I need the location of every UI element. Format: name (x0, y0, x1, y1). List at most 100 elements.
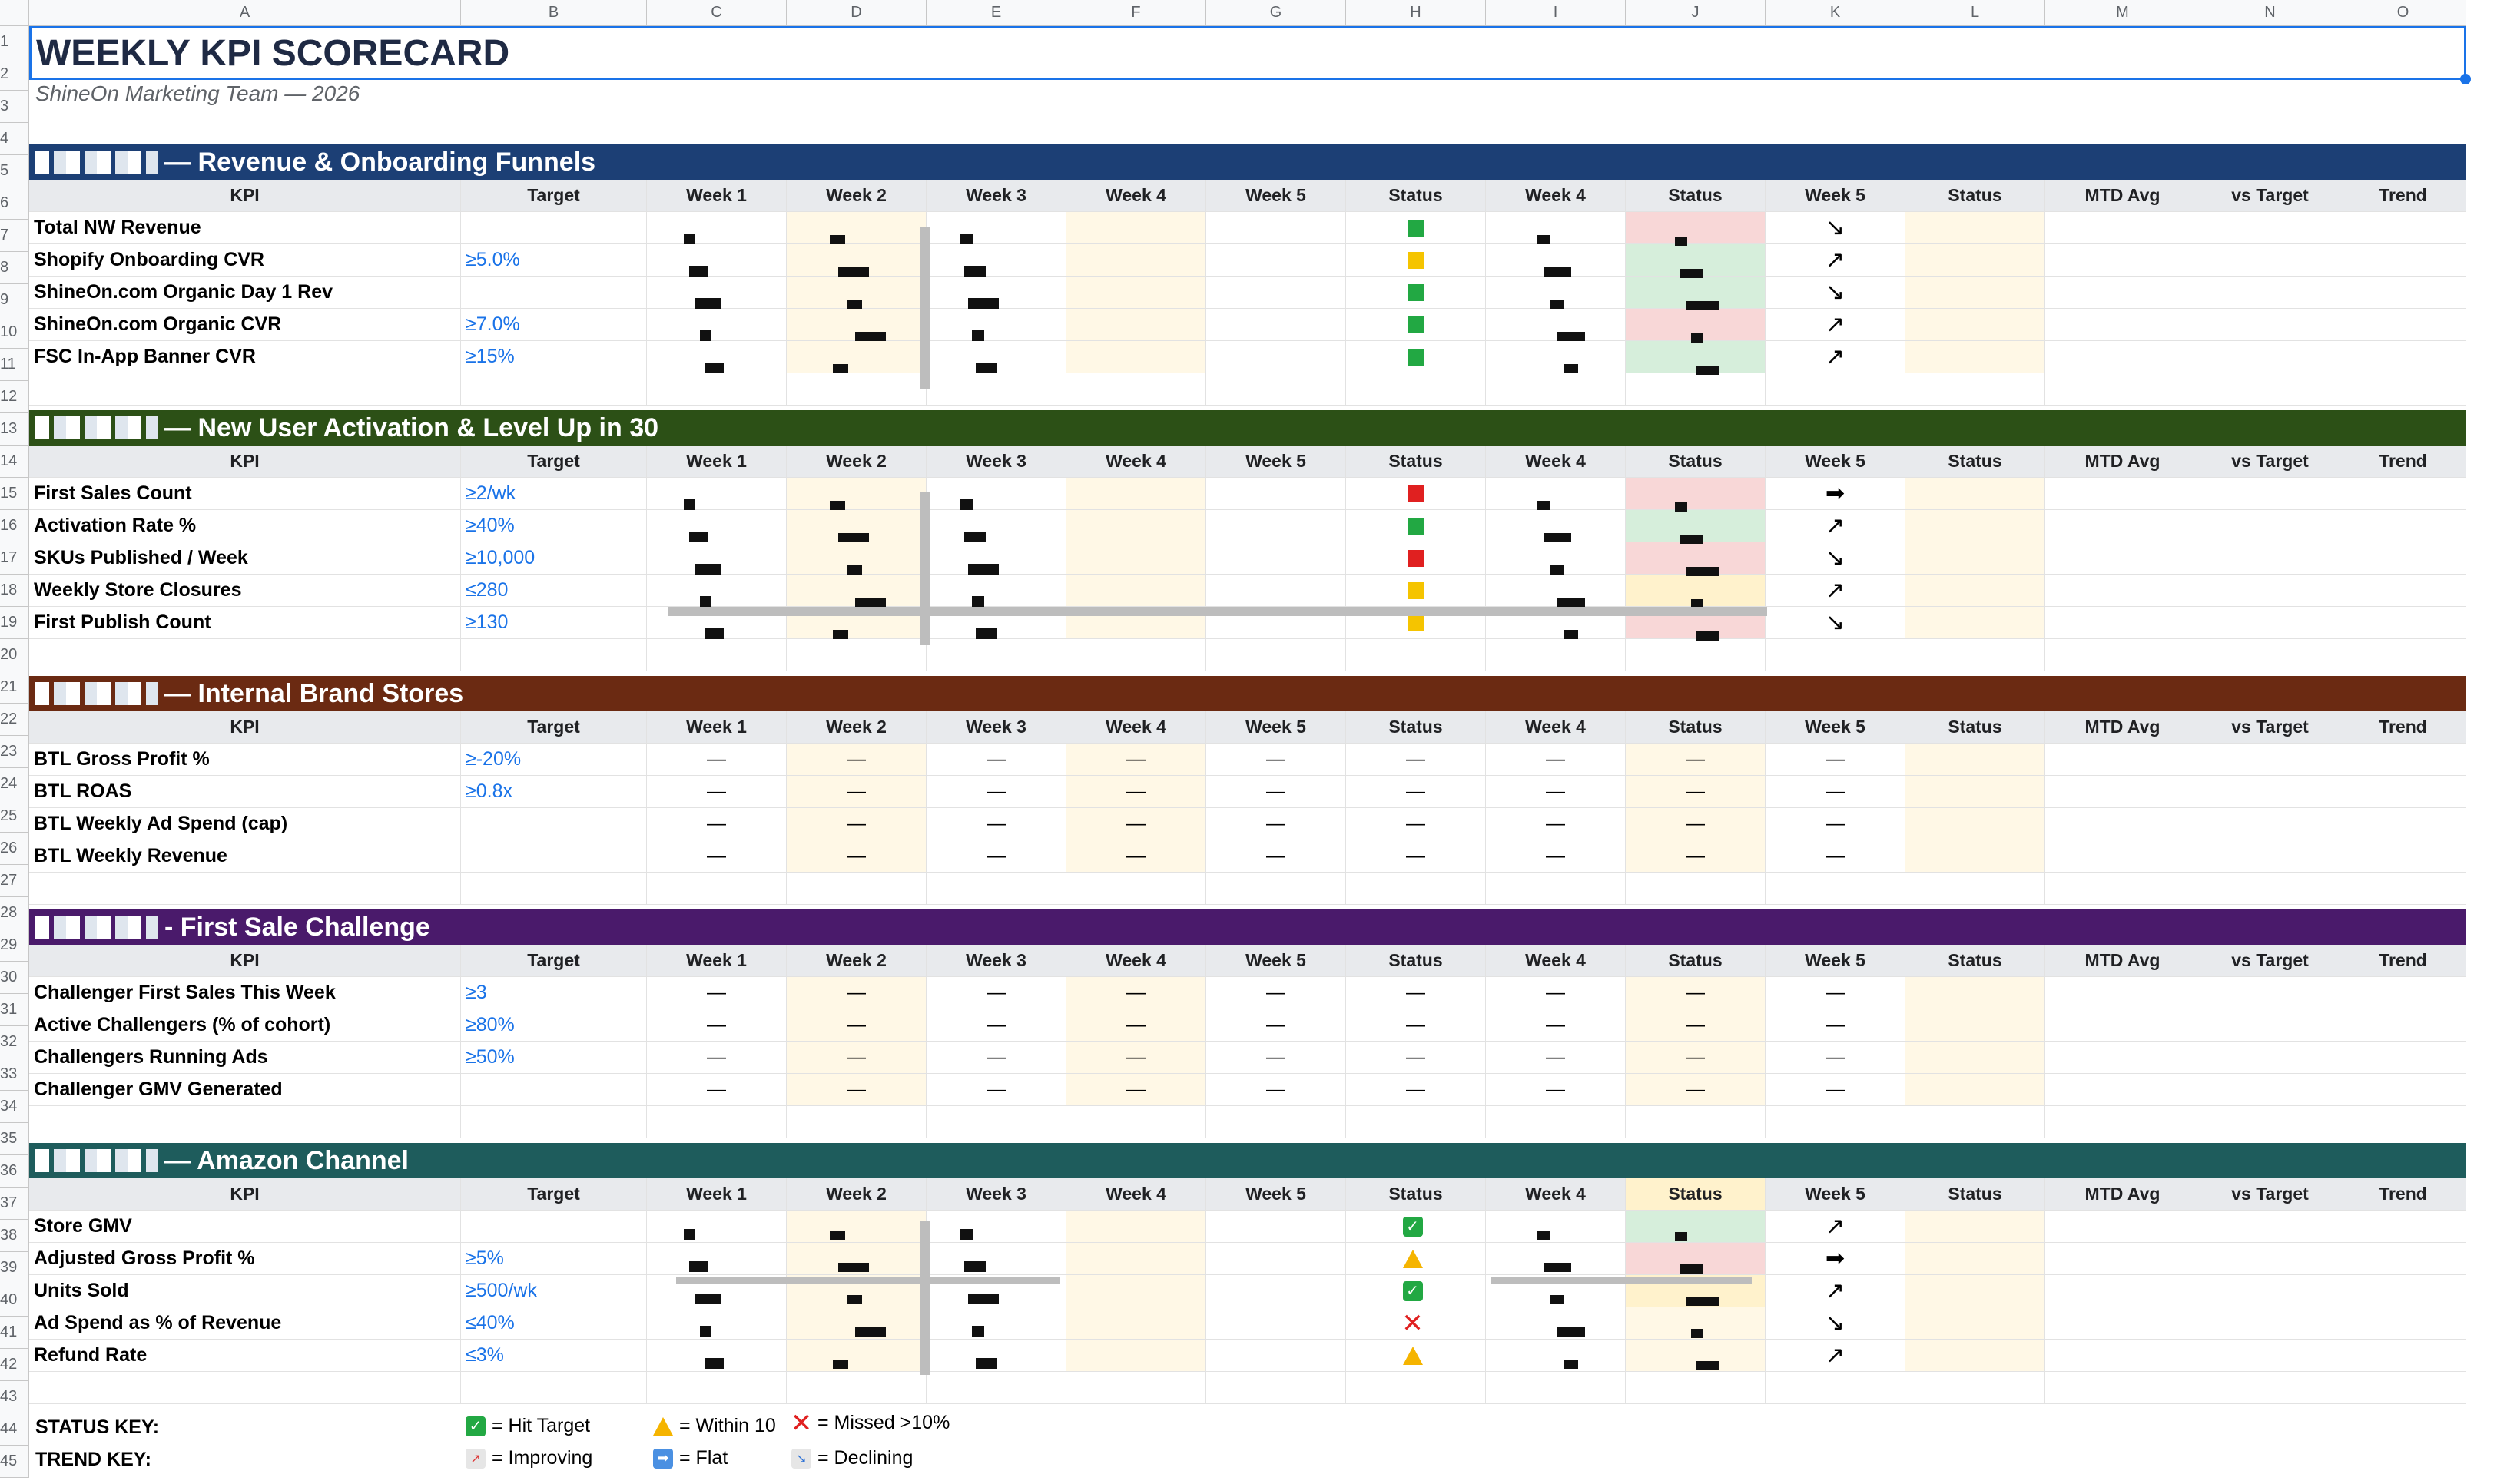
data-cell[interactable]: — (1066, 776, 1206, 808)
row-number[interactable]: 32 (0, 1026, 29, 1058)
data-cell[interactable] (2045, 1009, 2200, 1042)
column-header-c[interactable]: C (647, 0, 787, 26)
data-cell[interactable] (2045, 977, 2200, 1009)
data-cell[interactable] (1066, 1340, 1206, 1372)
header-cell[interactable]: Status (1905, 711, 2045, 744)
row-number[interactable]: 41 (0, 1317, 29, 1349)
row-number[interactable]: 36 (0, 1155, 29, 1188)
data-cell[interactable] (2340, 1074, 2466, 1106)
data-cell[interactable]: — (1346, 744, 1486, 776)
empty-cell[interactable] (927, 373, 1066, 406)
target-cell[interactable]: ≤40% (461, 1307, 647, 1340)
data-cell[interactable] (2045, 1211, 2200, 1243)
header-cell[interactable]: Week 5 (1206, 711, 1346, 744)
data-cell[interactable] (1905, 1307, 2045, 1340)
row-number[interactable]: 28 (0, 897, 29, 929)
header-cell[interactable]: Week 4 (1066, 945, 1206, 977)
data-cell[interactable] (927, 309, 1066, 341)
data-cell[interactable] (1626, 1340, 1766, 1372)
data-cell[interactable] (1905, 840, 2045, 873)
header-cell[interactable]: Week 5 (1206, 1178, 1346, 1211)
data-cell[interactable] (2200, 1275, 2340, 1307)
data-cell[interactable] (1206, 212, 1346, 244)
data-cell[interactable]: ↗ (1766, 510, 1905, 542)
header-cell[interactable]: Week 2 (787, 711, 927, 744)
empty-cell[interactable] (787, 1106, 927, 1138)
data-cell[interactable] (2045, 277, 2200, 309)
target-cell[interactable]: ≥15% (461, 341, 647, 373)
data-cell[interactable] (2045, 542, 2200, 575)
row-number[interactable]: 30 (0, 962, 29, 994)
data-cell[interactable] (2200, 542, 2340, 575)
select-all-corner[interactable] (0, 0, 29, 26)
data-cell[interactable] (647, 1340, 787, 1372)
data-cell[interactable]: — (927, 977, 1066, 1009)
column-header-d[interactable]: D (787, 0, 927, 26)
row-number[interactable]: 37 (0, 1188, 29, 1220)
empty-cell[interactable] (787, 639, 927, 671)
data-cell[interactable] (1206, 1243, 1346, 1275)
data-cell[interactable]: — (1346, 776, 1486, 808)
data-cell[interactable] (2200, 776, 2340, 808)
data-cell[interactable] (1346, 341, 1486, 373)
data-cell[interactable] (1066, 478, 1206, 510)
data-cell[interactable]: — (787, 1074, 927, 1106)
data-cell[interactable] (1486, 575, 1626, 607)
empty-cell[interactable] (647, 639, 787, 671)
data-cell[interactable] (1206, 607, 1346, 639)
data-cell[interactable] (2200, 840, 2340, 873)
data-cell[interactable] (1486, 478, 1626, 510)
empty-cell[interactable] (1486, 373, 1626, 406)
row-number[interactable]: 33 (0, 1058, 29, 1091)
data-cell[interactable] (1206, 1307, 1346, 1340)
empty-cell[interactable] (647, 1372, 787, 1404)
data-cell[interactable] (927, 1307, 1066, 1340)
header-cell[interactable]: Week 4 (1486, 446, 1626, 478)
column-header-i[interactable]: I (1486, 0, 1626, 26)
header-cell[interactable]: KPI (29, 180, 461, 212)
kpi-name-cell[interactable]: Shopify Onboarding CVR (29, 244, 461, 277)
target-cell[interactable]: ≥5.0% (461, 244, 647, 277)
data-cell[interactable]: — (927, 1009, 1066, 1042)
data-cell[interactable]: — (1626, 776, 1766, 808)
kpi-name-cell[interactable]: Total NW Revenue (29, 212, 461, 244)
data-cell[interactable] (647, 1275, 787, 1307)
data-cell[interactable] (1486, 607, 1626, 639)
target-cell[interactable]: ≥7.0% (461, 309, 647, 341)
row-number[interactable]: 35 (0, 1123, 29, 1155)
empty-cell[interactable] (1206, 373, 1346, 406)
empty-cell[interactable] (1766, 1372, 1905, 1404)
header-cell[interactable]: Status (1626, 711, 1766, 744)
empty-cell[interactable] (29, 873, 461, 905)
header-cell[interactable]: Week 2 (787, 446, 927, 478)
data-cell[interactable] (1486, 309, 1626, 341)
header-cell[interactable]: Trend (2340, 1178, 2466, 1211)
empty-cell[interactable] (2340, 639, 2466, 671)
header-cell[interactable]: Week 5 (1766, 180, 1905, 212)
data-cell[interactable] (1066, 277, 1206, 309)
header-cell[interactable]: Week 5 (1766, 446, 1905, 478)
row-number[interactable]: 34 (0, 1091, 29, 1123)
data-cell[interactable] (2340, 510, 2466, 542)
data-cell[interactable] (2200, 1042, 2340, 1074)
row-number[interactable]: 43 (0, 1381, 29, 1413)
kpi-name-cell[interactable]: ShineOn.com Organic CVR (29, 309, 461, 341)
data-cell[interactable]: — (1766, 1074, 1905, 1106)
data-cell[interactable]: — (647, 808, 787, 840)
data-cell[interactable] (647, 575, 787, 607)
data-cell[interactable]: — (1206, 1074, 1346, 1106)
data-cell[interactable] (1066, 309, 1206, 341)
data-cell[interactable]: — (1486, 744, 1626, 776)
row-number[interactable]: 12 (0, 381, 29, 413)
data-cell[interactable]: — (1066, 1009, 1206, 1042)
empty-cell[interactable] (647, 1106, 787, 1138)
data-cell[interactable] (1346, 244, 1486, 277)
data-cell[interactable]: — (1766, 1009, 1905, 1042)
header-cell[interactable]: Week 5 (1766, 1178, 1905, 1211)
data-cell[interactable]: — (787, 776, 927, 808)
kpi-name-cell[interactable]: BTL Weekly Revenue (29, 840, 461, 873)
data-cell[interactable]: — (787, 840, 927, 873)
row-number[interactable]: 2 (0, 58, 29, 91)
target-cell[interactable]: ≥130 (461, 607, 647, 639)
data-cell[interactable] (647, 212, 787, 244)
